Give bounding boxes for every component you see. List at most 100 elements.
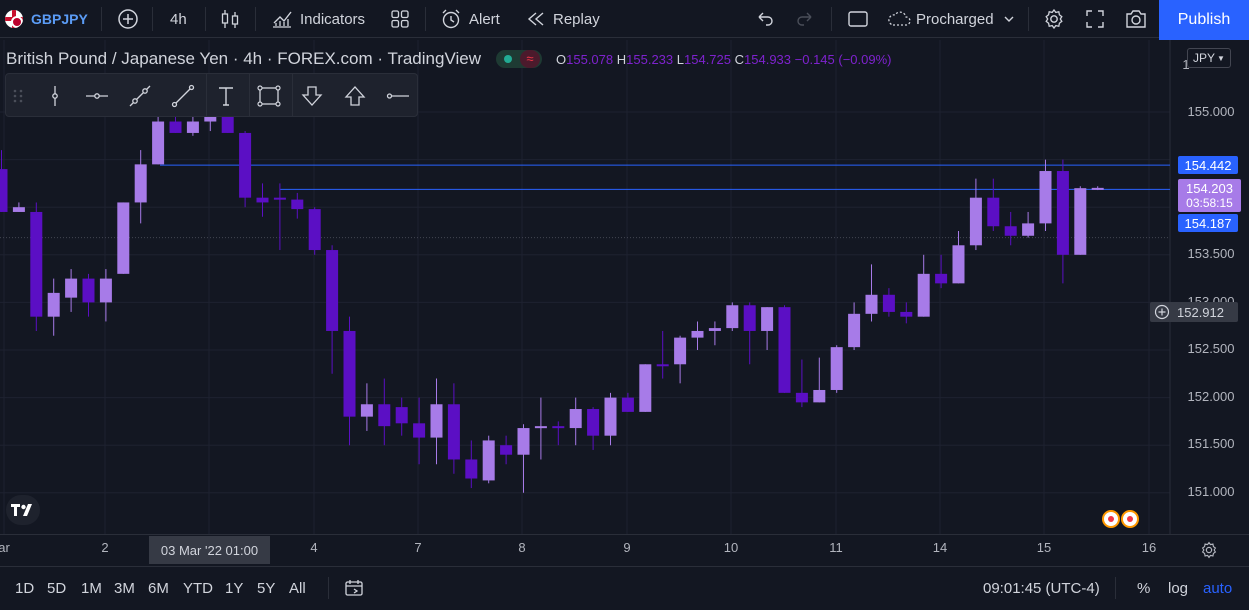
top-toolbar: GBPJPY 4h Indicators Alert Replay Procha… — [0, 0, 1249, 40]
fullscreen-button[interactable] — [1085, 0, 1105, 38]
interval-label: 4h — [170, 10, 187, 28]
horizontal-line-tool-icon[interactable] — [84, 83, 110, 109]
candle-body — [882, 294, 895, 312]
ohlc-values: O155.078 H155.233 L154.725 C154.933 −0.1… — [556, 52, 892, 67]
price-chart[interactable] — [0, 40, 1249, 534]
open-key: O — [556, 52, 567, 67]
axis-settings-gear-icon[interactable] — [1200, 541, 1218, 559]
plus-circle-icon[interactable] — [1154, 304, 1170, 320]
candle-body — [65, 278, 78, 298]
expand-icon — [1086, 10, 1104, 28]
fullscreen-layout-button[interactable] — [847, 0, 869, 38]
divider — [101, 7, 102, 31]
arrow-down-tool-icon[interactable] — [299, 83, 325, 109]
interval-button[interactable]: 4h — [170, 0, 187, 38]
range-5y-button[interactable]: 5Y — [257, 567, 275, 609]
range-label: All — [289, 579, 306, 597]
candle-body — [795, 392, 808, 403]
open-value: 155.078 — [566, 52, 614, 67]
bottom-toolbar: 1D 5D 1M 3M 6M YTD 1Y 5Y All 09:01:45 (U… — [0, 566, 1249, 610]
auto-toggle[interactable]: auto — [1203, 567, 1232, 609]
divider — [425, 7, 426, 31]
price-line-tool-icon[interactable] — [385, 83, 411, 109]
market-status-badge[interactable]: ≈ — [496, 50, 542, 68]
tradingview-logo[interactable] — [6, 495, 40, 525]
candle-body — [447, 404, 460, 460]
range-6m-button[interactable]: 6M — [148, 567, 169, 609]
trend-line-tool-icon[interactable] — [127, 83, 153, 109]
price-tick: 153.500 — [1187, 246, 1235, 261]
candle-body — [708, 328, 721, 331]
candle-body — [865, 294, 878, 314]
range-1d-button[interactable]: 1D — [15, 567, 34, 609]
currency-selector[interactable]: JPY ▼ — [1187, 48, 1231, 68]
candle-body — [465, 459, 478, 479]
candle-body — [917, 273, 930, 317]
chart-type-button[interactable] — [220, 0, 240, 38]
candle-body — [413, 423, 426, 438]
layout-menu[interactable]: Procharged — [886, 0, 1016, 38]
candle-body — [1091, 187, 1104, 190]
calendar-icon — [345, 580, 363, 596]
candle-body — [360, 404, 373, 417]
layout-name: Procharged — [916, 10, 994, 28]
snapshot-button[interactable] — [1124, 0, 1148, 38]
candle-body — [482, 440, 495, 481]
drag-handle-icon[interactable] — [10, 83, 26, 109]
bar-countdown: 03:58:15 — [1186, 196, 1233, 210]
time-tick: 7 — [414, 540, 422, 555]
text-tool-icon[interactable] — [213, 83, 239, 109]
range-ytd-button[interactable]: YTD — [183, 567, 213, 609]
chevron-down-icon — [1004, 16, 1014, 22]
range-1y-button[interactable]: 1Y — [225, 567, 243, 609]
replay-label: Replay — [553, 10, 600, 28]
time-tick: 10 — [723, 540, 739, 555]
range-1m-button[interactable]: 1M — [81, 567, 102, 609]
percent-toggle[interactable]: % — [1137, 567, 1150, 609]
divider — [292, 74, 293, 116]
price-tick: 155.000 — [1187, 104, 1235, 119]
rectangle-tool-icon[interactable] — [256, 83, 282, 109]
symbol-search[interactable]: GBPJPY — [5, 0, 88, 38]
candle-body — [291, 199, 304, 210]
publish-button[interactable]: Publish — [1159, 0, 1249, 40]
chart-legend: British Pound / Japanese Yen · 4h · FORE… — [6, 48, 481, 70]
range-5d-button[interactable]: 5D — [47, 567, 66, 609]
candle-body — [273, 197, 286, 200]
log-toggle[interactable]: log — [1168, 567, 1188, 609]
candle-body — [117, 202, 130, 274]
candle-body — [987, 197, 1000, 227]
time-axis[interactable] — [0, 534, 1249, 566]
time-tick: 15 — [1036, 540, 1052, 555]
indicators-icon — [273, 11, 292, 28]
templates-button[interactable] — [390, 0, 410, 38]
undo-button[interactable] — [755, 0, 775, 38]
goto-date-button[interactable] — [344, 567, 364, 609]
indicators-button[interactable]: Indicators — [271, 0, 365, 38]
candle-body — [813, 389, 826, 403]
range-3m-button[interactable]: 3M — [114, 567, 135, 609]
candle-body — [378, 404, 391, 427]
indicators-label: Indicators — [300, 10, 366, 28]
replay-button[interactable]: Replay — [526, 0, 600, 38]
vertical-line-tool-icon[interactable] — [42, 83, 68, 109]
rewind-icon — [527, 12, 544, 26]
candle-body — [221, 116, 234, 133]
candle-body — [900, 311, 913, 317]
range-all-button[interactable]: All — [289, 567, 306, 609]
eyes-icon[interactable] — [1100, 508, 1144, 532]
timezone-clock[interactable]: 09:01:45 (UTC-4) — [983, 567, 1100, 609]
candle-body — [500, 445, 513, 455]
alert-button[interactable]: Alert — [440, 0, 500, 38]
candle-body — [308, 209, 321, 251]
candle-body — [534, 426, 547, 429]
range-label: 1D — [15, 579, 35, 597]
range-label: 5Y — [257, 579, 276, 597]
candle-body — [1074, 188, 1087, 255]
redo-button[interactable] — [795, 0, 815, 38]
arrow-up-tool-icon[interactable] — [342, 83, 368, 109]
candle-body — [395, 407, 408, 424]
compare-add-button[interactable] — [117, 0, 139, 38]
ray-tool-icon[interactable] — [170, 83, 196, 109]
settings-button[interactable] — [1043, 0, 1065, 38]
